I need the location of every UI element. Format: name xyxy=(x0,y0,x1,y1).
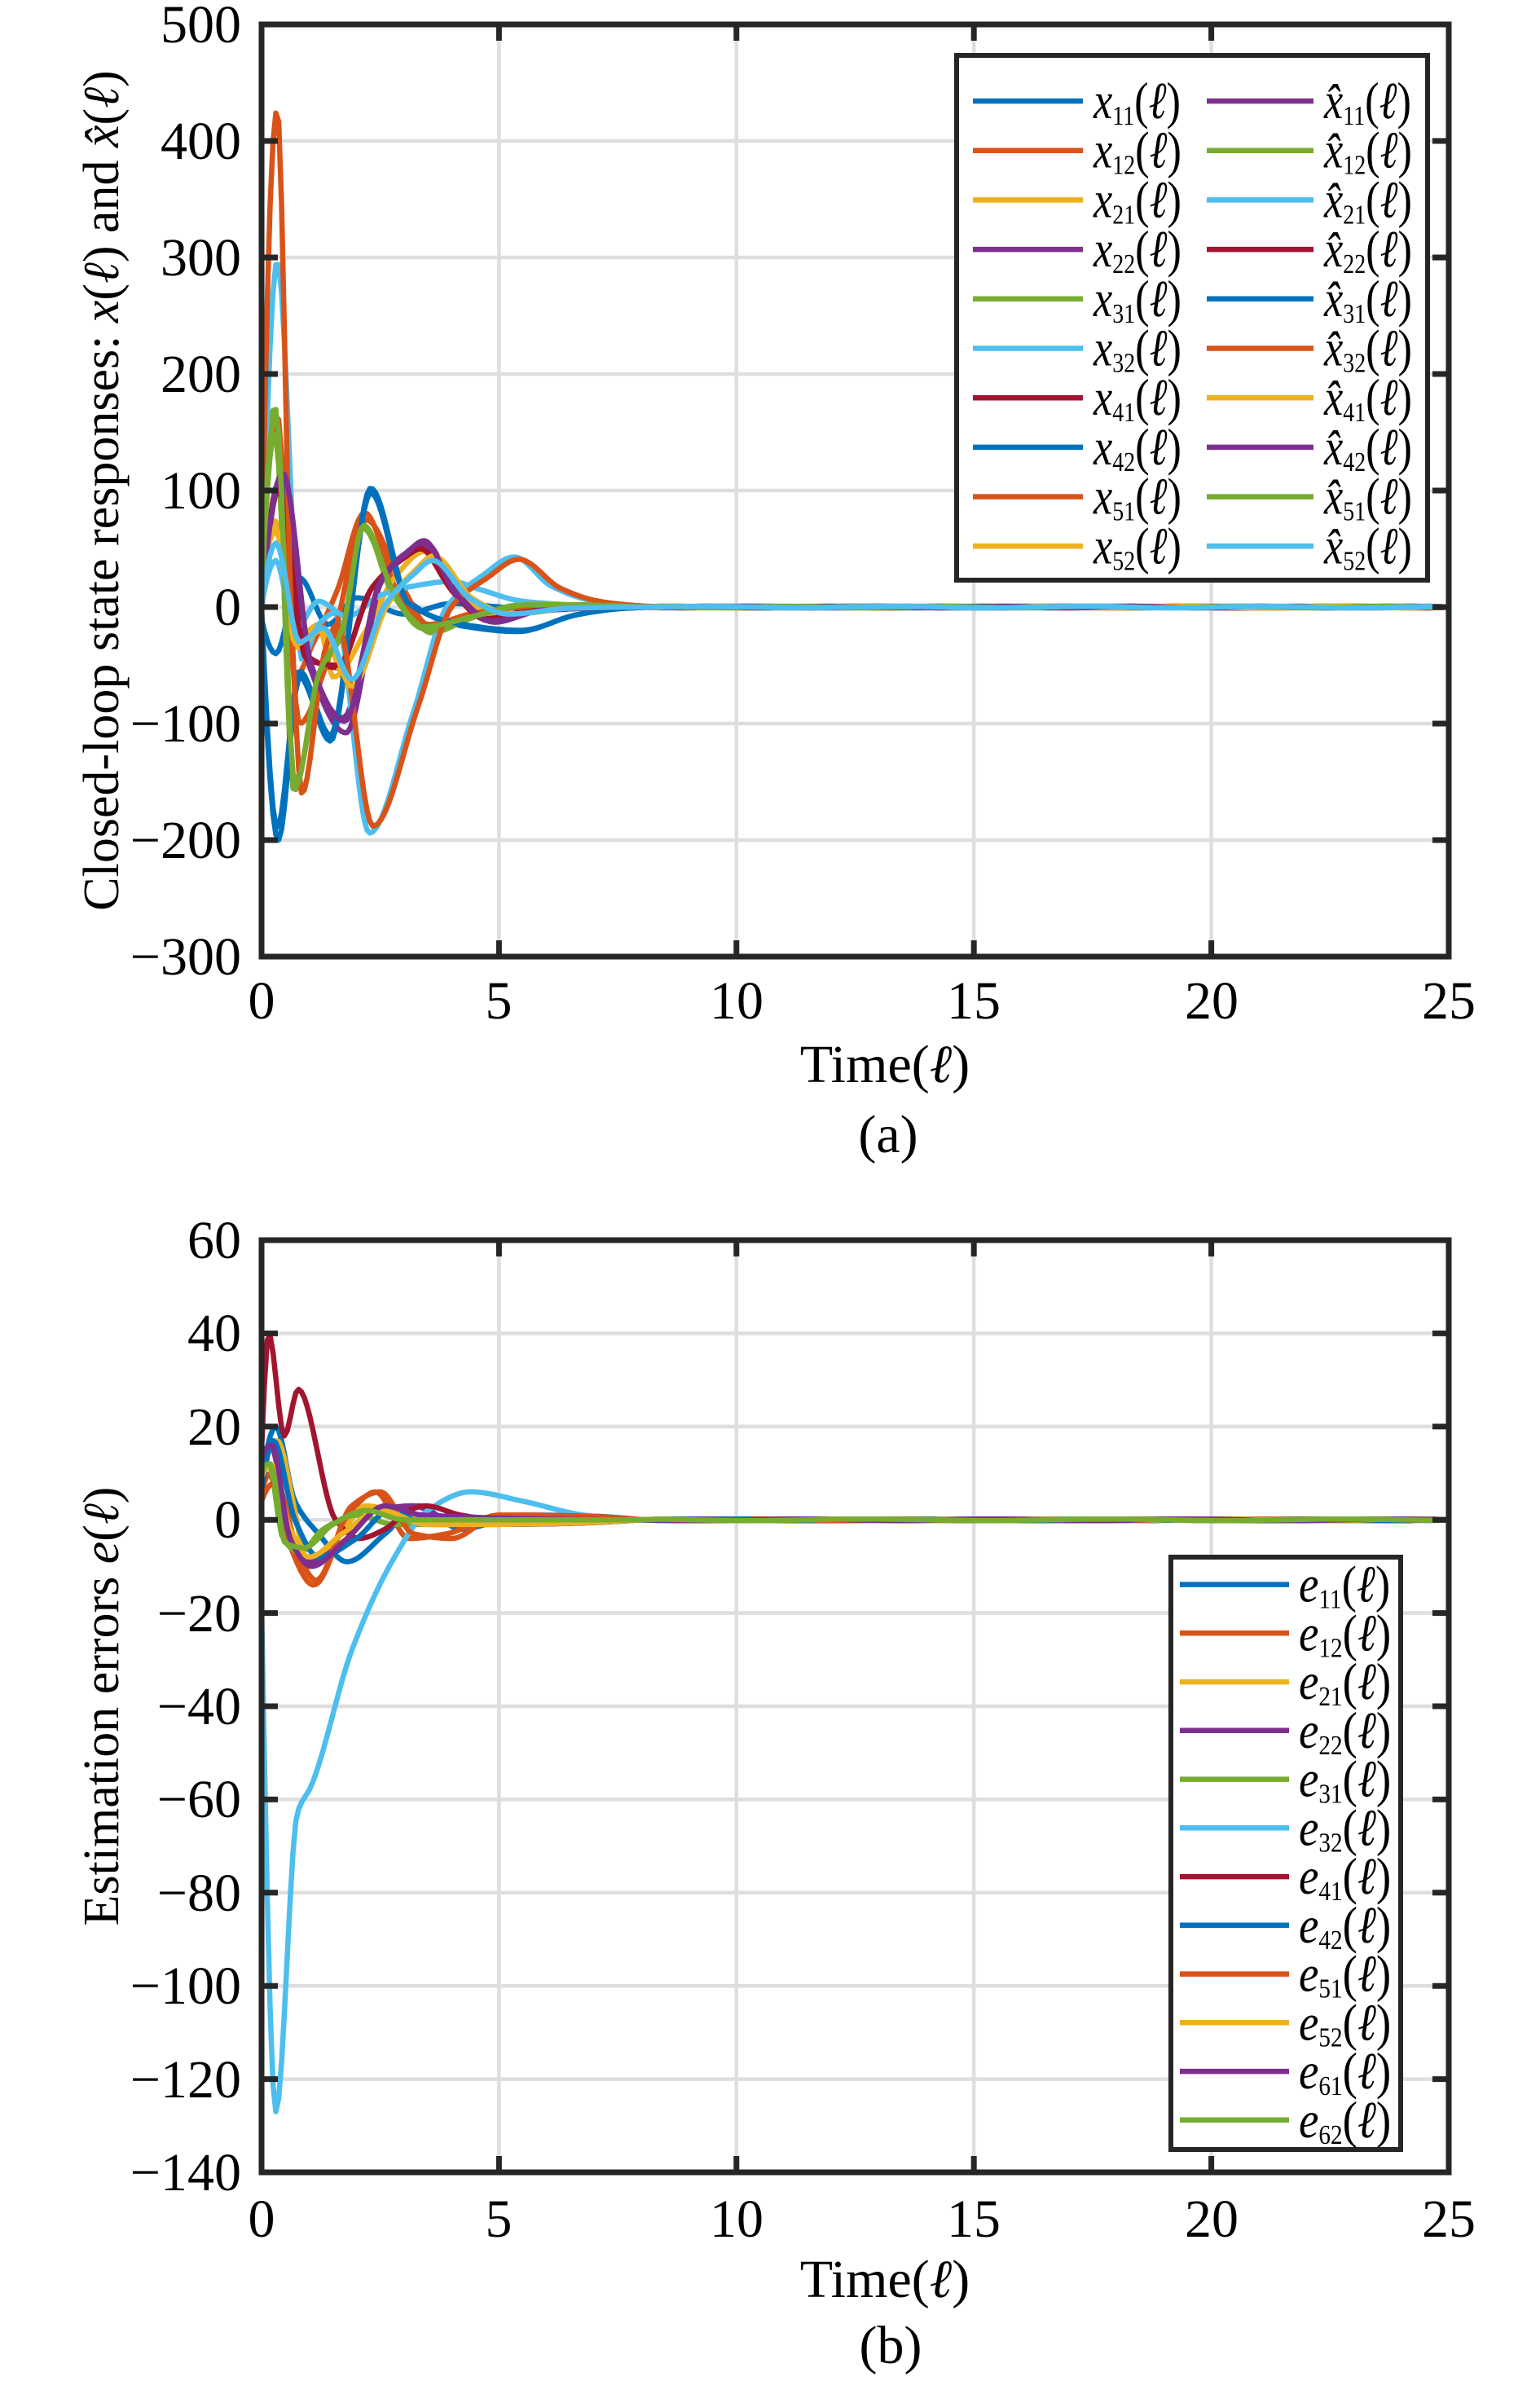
svg-text:−100: −100 xyxy=(130,694,241,754)
svg-text:200: 200 xyxy=(161,345,241,404)
svg-text:−140: −140 xyxy=(130,2143,241,2202)
svg-text:−100: −100 xyxy=(130,1956,241,2016)
svg-text:25: 25 xyxy=(1422,2189,1476,2249)
svg-text:e61(ℓ): e61(ℓ) xyxy=(1299,2042,1391,2101)
svg-text:e41(ℓ): e41(ℓ) xyxy=(1299,1847,1391,1906)
svg-text:25: 25 xyxy=(1422,971,1476,1031)
svg-text:−120: −120 xyxy=(130,2050,241,2110)
svg-text:15: 15 xyxy=(947,2189,1001,2249)
svg-text:−20: −20 xyxy=(157,1584,241,1644)
svg-text:x̂51(ℓ): x̂51(ℓ) xyxy=(1323,468,1412,527)
svg-text:x51(ℓ): x51(ℓ) xyxy=(1093,468,1181,527)
svg-text:Time(ℓ): Time(ℓ) xyxy=(800,2250,970,2309)
svg-text:5: 5 xyxy=(486,971,513,1031)
svg-text:x̂32(ℓ): x̂32(ℓ) xyxy=(1323,319,1412,379)
svg-text:x̂52(ℓ): x̂52(ℓ) xyxy=(1323,517,1412,576)
svg-text:0: 0 xyxy=(214,1490,241,1550)
svg-text:20: 20 xyxy=(1185,971,1239,1031)
svg-text:0: 0 xyxy=(214,578,241,637)
svg-text:x̂12(ℓ): x̂12(ℓ) xyxy=(1323,121,1412,181)
svg-text:x̂22(ℓ): x̂22(ℓ) xyxy=(1323,220,1412,279)
svg-text:500: 500 xyxy=(161,0,241,55)
svg-text:e22(ℓ): e22(ℓ) xyxy=(1299,1701,1391,1760)
svg-text:100: 100 xyxy=(161,461,241,521)
svg-text:−40: −40 xyxy=(157,1677,241,1736)
svg-text:20: 20 xyxy=(187,1397,241,1457)
svg-text:−300: −300 xyxy=(130,927,241,987)
svg-text:(a): (a) xyxy=(858,1105,917,1164)
svg-text:300: 300 xyxy=(161,228,241,288)
svg-text:x21(ℓ): x21(ℓ) xyxy=(1093,171,1181,231)
svg-text:Estimation errors e(ℓ): Estimation errors e(ℓ) xyxy=(74,1487,130,1926)
svg-text:0: 0 xyxy=(249,971,275,1031)
svg-text:e62(ℓ): e62(ℓ) xyxy=(1299,2091,1391,2150)
svg-text:−200: −200 xyxy=(130,811,241,870)
svg-text:e31(ℓ): e31(ℓ) xyxy=(1299,1750,1391,1809)
svg-text:e32(ℓ): e32(ℓ) xyxy=(1299,1798,1391,1857)
svg-text:15: 15 xyxy=(947,971,1001,1031)
svg-text:−80: −80 xyxy=(157,1864,241,1923)
svg-text:0: 0 xyxy=(249,2189,275,2249)
svg-text:e12(ℓ): e12(ℓ) xyxy=(1299,1604,1391,1662)
svg-text:20: 20 xyxy=(1185,2189,1239,2249)
svg-text:x22(ℓ): x22(ℓ) xyxy=(1093,220,1181,279)
svg-text:(b): (b) xyxy=(860,2316,922,2375)
svg-text:x̂21(ℓ): x̂21(ℓ) xyxy=(1323,171,1412,231)
svg-text:x̂31(ℓ): x̂31(ℓ) xyxy=(1323,270,1412,329)
svg-text:x11(ℓ): x11(ℓ) xyxy=(1093,72,1181,131)
svg-text:x̂11(ℓ): x̂11(ℓ) xyxy=(1323,72,1411,131)
svg-text:e52(ℓ): e52(ℓ) xyxy=(1299,1993,1391,2052)
svg-text:e21(ℓ): e21(ℓ) xyxy=(1299,1652,1391,1711)
svg-text:x̂42(ℓ): x̂42(ℓ) xyxy=(1323,418,1412,477)
svg-text:5: 5 xyxy=(486,2189,513,2249)
svg-text:Time(ℓ): Time(ℓ) xyxy=(800,1035,970,1094)
svg-text:−60: −60 xyxy=(157,1770,241,1829)
svg-text:e42(ℓ): e42(ℓ) xyxy=(1299,1896,1391,1955)
svg-text:10: 10 xyxy=(710,2189,763,2249)
svg-text:x41(ℓ): x41(ℓ) xyxy=(1093,368,1181,428)
svg-text:x12(ℓ): x12(ℓ) xyxy=(1093,121,1181,181)
svg-text:10: 10 xyxy=(710,971,763,1031)
svg-text:x42(ℓ): x42(ℓ) xyxy=(1093,418,1181,477)
svg-text:x52(ℓ): x52(ℓ) xyxy=(1093,517,1181,576)
svg-text:e51(ℓ): e51(ℓ) xyxy=(1299,1945,1391,2004)
svg-text:400: 400 xyxy=(161,112,241,171)
svg-text:40: 40 xyxy=(187,1304,241,1363)
svg-text:x31(ℓ): x31(ℓ) xyxy=(1093,270,1181,329)
svg-text:x̂41(ℓ): x̂41(ℓ) xyxy=(1323,368,1412,428)
svg-text:e11(ℓ): e11(ℓ) xyxy=(1299,1556,1390,1614)
svg-text:x32(ℓ): x32(ℓ) xyxy=(1093,319,1181,379)
svg-text:60: 60 xyxy=(187,1211,241,1270)
svg-text:Closed-loop state responses: x: Closed-loop state responses: x(ℓ) and x̂… xyxy=(74,70,130,910)
